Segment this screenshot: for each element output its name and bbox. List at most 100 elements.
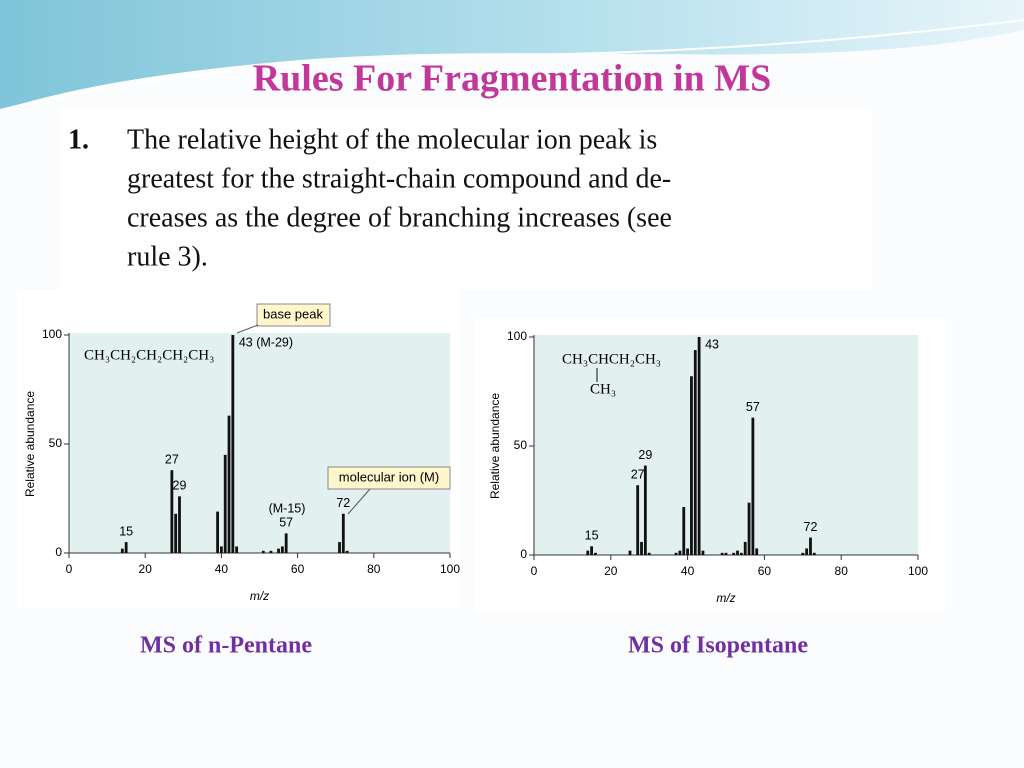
peak-bar — [724, 552, 728, 555]
y-tick-label: 50 — [514, 438, 528, 452]
peak-bar — [231, 335, 235, 553]
peak-bar — [743, 541, 747, 555]
peak-bar — [636, 485, 640, 555]
x-tick-label: 20 — [139, 562, 153, 576]
peak-bar — [586, 550, 590, 555]
rule-box — [60, 108, 872, 290]
callout-pointer — [347, 488, 371, 515]
slide-title: Rules For Fragmentation in MS — [253, 58, 772, 100]
callout-box — [327, 466, 451, 490]
callout-text: molecular ion (M) — [339, 469, 439, 484]
x-tick-label: 20 — [604, 564, 618, 578]
peak-bar — [736, 550, 739, 555]
chart-caption: MS of Isopentane — [628, 633, 808, 659]
y-tick-label: 0 — [55, 545, 62, 559]
peak-bar — [277, 548, 280, 553]
x-tick-label: 0 — [531, 564, 538, 578]
rule-line: rule 3). — [127, 241, 208, 272]
peak-bar — [261, 550, 265, 553]
peak-bar — [280, 546, 284, 553]
peak-bar — [170, 470, 174, 553]
peak-bar — [124, 542, 128, 553]
y-tick-label: 0 — [520, 547, 527, 561]
peak-label: 15 — [119, 524, 133, 538]
peak-bar — [216, 511, 219, 553]
peak-bar — [269, 550, 273, 553]
peak-bar — [690, 376, 693, 555]
peak-bar — [345, 550, 349, 553]
peak-label: 57 — [746, 400, 760, 414]
peak-bar — [640, 541, 643, 555]
x-tick-label: 40 — [215, 562, 229, 576]
x-tick-label: 80 — [367, 562, 381, 576]
peak-bar — [223, 454, 227, 553]
peak-bar — [220, 546, 223, 553]
callout-box — [256, 303, 331, 327]
x-tick-label: 40 — [681, 564, 695, 578]
peak-bar — [284, 533, 288, 553]
peak-bar — [682, 507, 686, 555]
peak-label: 57 — [279, 516, 293, 530]
peak-bar — [701, 550, 705, 555]
y-tick-label: 100 — [42, 327, 62, 341]
peak-label: 43 — [705, 337, 719, 351]
x-tick-label: 60 — [758, 564, 772, 578]
y-axis-label: Relative abundance — [488, 393, 502, 499]
peak-label: 27 — [631, 468, 645, 482]
peak-bar — [235, 546, 239, 553]
peak-bar — [697, 337, 701, 555]
x-tick-label: 60 — [291, 562, 305, 576]
x-tick-label: 100 — [440, 562, 460, 576]
peak-bar — [732, 552, 736, 555]
callout-text: base peak — [263, 306, 323, 321]
peak-bar — [678, 550, 682, 555]
x-tick-label: 100 — [908, 564, 928, 578]
peak-bar — [755, 548, 759, 555]
x-axis-label: m/z — [716, 591, 735, 605]
rule-line: greatest for the straight-chain compound… — [127, 163, 671, 194]
peak-bar — [643, 465, 647, 555]
wave-line — [0, 19, 1024, 111]
rule-line: The relative height of the molecular ion… — [127, 124, 657, 155]
header-wave — [0, 0, 1024, 110]
plot-area — [534, 335, 918, 555]
peak-bar — [647, 552, 651, 555]
peak-bar — [178, 496, 181, 553]
peak-bar — [674, 552, 678, 555]
peak-bar — [812, 552, 816, 555]
x-tick-label: 0 — [66, 562, 73, 576]
peak-bar — [751, 417, 755, 555]
chart-caption: MS of n-Pentane — [140, 633, 312, 659]
peak-bar — [628, 550, 632, 555]
rule-line: creases as the degree of branching incre… — [127, 202, 672, 233]
peak-bar — [693, 350, 697, 555]
rule-number: 1. — [68, 124, 89, 155]
peak-label: 72 — [804, 520, 818, 534]
peak-label: 43 (M-29) — [239, 335, 293, 349]
peak-bar — [120, 548, 124, 553]
y-tick-label: 100 — [507, 329, 527, 343]
formula: CH₃CHCH₂CH₃ — [562, 351, 661, 367]
peak-label: 15 — [585, 529, 599, 543]
peak-bar — [338, 542, 341, 553]
y-axis-label: Relative abundance — [23, 391, 37, 497]
peak-label: 29 — [638, 448, 652, 462]
peak-bar — [801, 552, 805, 555]
peak-bar — [747, 502, 751, 555]
peak-bar — [227, 415, 231, 553]
peak-bar — [720, 552, 724, 555]
peak-label: 27 — [165, 452, 179, 466]
peak-bar — [809, 537, 812, 555]
formula: CH₃ — [590, 381, 616, 397]
peak-label: 72 — [336, 496, 350, 510]
peak-label: 29 — [173, 479, 187, 493]
x-axis-label: m/z — [250, 589, 269, 603]
annotation: (M-15) — [269, 501, 306, 515]
peak-bar — [341, 513, 345, 553]
peak-bar — [590, 546, 593, 555]
y-tick-label: 50 — [49, 436, 63, 450]
peak-bar — [174, 513, 178, 553]
peak-bar — [594, 552, 597, 555]
